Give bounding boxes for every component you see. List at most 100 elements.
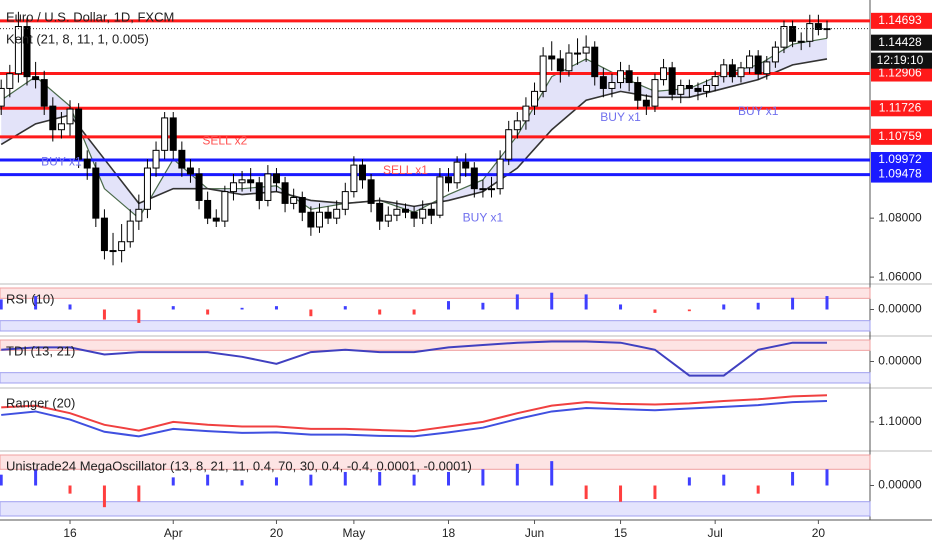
bar: [584, 294, 588, 310]
bar: [34, 469, 38, 486]
candle-body: [436, 176, 444, 216]
candle-body: [57, 123, 65, 131]
candle-body: [470, 167, 478, 190]
bar: [791, 471, 795, 486]
candle-body: [307, 211, 315, 228]
candle-body: [410, 211, 418, 219]
bar: [274, 306, 278, 310]
bar: [274, 477, 278, 486]
bar: [756, 302, 760, 310]
candle-body: [350, 164, 358, 193]
bar: [68, 485, 72, 494]
bar: [240, 480, 244, 486]
candle-body: [642, 99, 650, 107]
candle-body: [358, 164, 366, 181]
y-tick-label: 1.08000: [878, 210, 922, 224]
candle-body: [754, 55, 762, 75]
annotation: SELL x1: [383, 163, 428, 177]
time-box: [871, 52, 932, 69]
bar: [206, 474, 210, 486]
candle-body: [324, 211, 332, 219]
bar: [171, 306, 175, 310]
level-label: 1.14693: [878, 13, 922, 27]
bar: [653, 485, 657, 500]
level-label: 1.12906: [878, 66, 922, 80]
candle-body: [565, 52, 573, 72]
x-tick-label: 20: [270, 526, 284, 540]
candle-body: [40, 79, 48, 107]
annotation: SELL x2: [202, 134, 247, 148]
candle-body: [522, 105, 530, 122]
bar: [722, 474, 726, 486]
bar: [34, 296, 38, 310]
candle-body: [780, 26, 788, 48]
y-tick-label: 0.00000: [878, 302, 922, 316]
bar: [378, 471, 382, 486]
bar: [137, 309, 141, 323]
candle-body: [367, 179, 375, 204]
candle-body: [264, 173, 272, 201]
x-tick-label: Apr: [164, 526, 183, 540]
candle-body: [212, 217, 220, 222]
candle-body: [668, 67, 676, 95]
candle-body: [531, 90, 539, 107]
bar: [378, 309, 382, 315]
candle-body: [341, 191, 349, 210]
candle-body: [195, 173, 203, 201]
bar: [0, 474, 3, 486]
bar: [343, 471, 347, 486]
candle-body: [539, 55, 547, 92]
candle-body: [634, 82, 642, 101]
time-label: 12:19:10: [877, 53, 924, 67]
panel-title: TDI (13, 21): [6, 343, 75, 358]
candle-body: [75, 108, 83, 160]
level-label-box: [871, 166, 932, 183]
candle-body: [746, 55, 754, 69]
candle-body: [711, 76, 719, 86]
candle-body: [152, 149, 160, 169]
series-line: [1, 400, 828, 438]
annotation: BUY x1: [738, 104, 779, 118]
candle-body: [393, 208, 401, 216]
bar: [343, 306, 347, 310]
level-label: 1.11726: [879, 100, 922, 114]
candle-body: [255, 182, 263, 201]
x-tick-label: Jun: [525, 526, 544, 540]
candle-body: [315, 211, 323, 228]
candle-body: [556, 58, 564, 72]
bar: [171, 477, 175, 486]
candle-body: [771, 46, 779, 63]
bar: [619, 485, 623, 502]
bar: [102, 485, 106, 508]
level-label-box: [871, 128, 932, 145]
candle-body: [32, 76, 40, 81]
candle-body: [694, 87, 702, 92]
candle-body: [677, 84, 685, 95]
lower-zone: [0, 372, 871, 384]
candle-body: [445, 176, 453, 184]
candle-body: [582, 46, 590, 54]
y-tick-label: 1.10000: [878, 414, 922, 428]
level-label-box: [871, 65, 932, 82]
candle-body: [488, 188, 496, 191]
candle-body: [376, 202, 384, 222]
x-tick-label: 15: [614, 526, 628, 540]
x-tick-label: 20: [812, 526, 826, 540]
bar: [412, 309, 416, 315]
candle-body: [462, 161, 470, 169]
bar: [825, 296, 829, 310]
bar: [447, 301, 451, 310]
level-label: 1.09478: [878, 167, 922, 181]
chart-title: Euro / U.S. Dollar, 1D, FXCM: [6, 9, 174, 24]
candle-body: [496, 158, 504, 190]
candle-body: [272, 173, 280, 184]
level-label-box: [871, 12, 932, 29]
candle-body: [6, 73, 14, 89]
candle-body: [720, 64, 728, 78]
candle-body: [651, 79, 659, 107]
x-tick-label: 16: [63, 526, 77, 540]
bar: [481, 302, 485, 310]
candle-body: [238, 179, 246, 184]
bar: [515, 294, 519, 310]
